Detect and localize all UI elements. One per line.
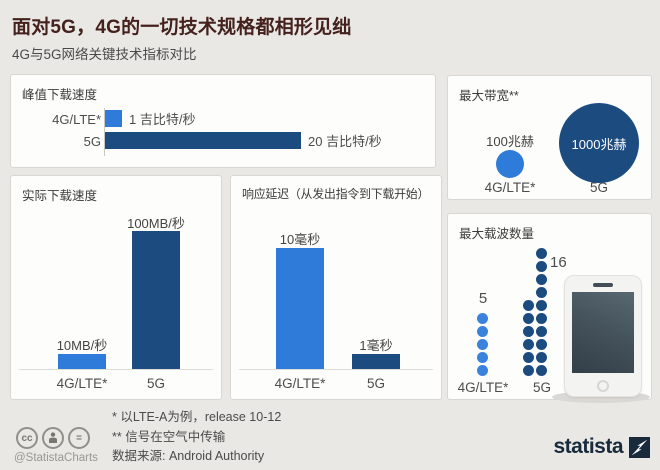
carrier-dot [477, 352, 488, 363]
cc-attribution-person-icon [42, 427, 64, 449]
category-label-4g: 4G/LTE* [274, 376, 326, 391]
carrier-dot [536, 248, 547, 259]
carrier-dot [523, 365, 534, 376]
category-label-5g: 5G [146, 376, 165, 391]
statista-wordmark: statista [553, 435, 623, 458]
carrier-dot [536, 352, 547, 363]
panel-peak-download-speed: 峰值下载速度 4G/LTE* 1 吉比特/秒 5G 20 吉比特/秒 [10, 74, 436, 168]
carrier-dot [536, 326, 547, 337]
phone-screen [572, 292, 634, 373]
bubble-4g [496, 150, 524, 178]
panel-response-latency: 响应延迟（从发出指令到下载开始） 10毫秒 1毫秒 4G/LTE* 5G [230, 175, 442, 400]
category-label-4g: 4G/LTE* [457, 380, 509, 395]
carrier-dot [477, 339, 488, 350]
panel-actual-download-speed: 实际下载速度 10MB/秒 100MB/秒 4G/LTE* 5G [10, 175, 222, 400]
cc-icon: cc [16, 427, 38, 449]
dot-count-5g: 16 [550, 254, 567, 271]
category-label-5g: 5G [532, 380, 551, 395]
panel-max-carriers: 最大载波数量 5 16 4G/LTE* 5G [447, 213, 652, 403]
carrier-dot [536, 339, 547, 350]
statista-logo-mark [629, 436, 650, 458]
bubble-5g: 1000兆赫 [559, 103, 639, 183]
smartphone-illustration [564, 275, 642, 397]
carrier-dot [523, 300, 534, 311]
carrier-dot [536, 261, 547, 272]
carrier-dot [536, 365, 547, 376]
baseline [19, 369, 213, 370]
statista-logo[interactable]: statista [553, 436, 650, 458]
panel-title: 实际下载速度 [22, 189, 98, 203]
cc-equal-icon: = [68, 427, 90, 449]
bar-value-5g: 100MB/秒 [127, 216, 185, 231]
dot-count-4g: 5 [478, 290, 488, 307]
carrier-dot [523, 313, 534, 324]
baseline [239, 369, 433, 370]
dot-matrix-4g [477, 313, 488, 376]
carrier-dot [523, 352, 534, 363]
carrier-dot [523, 339, 534, 350]
carrier-dot [536, 274, 547, 285]
carrier-dot [536, 300, 547, 311]
panel-title: 最大载波数量 [459, 227, 535, 241]
axis-line [104, 108, 105, 156]
category-label-4g: 4G/LTE* [484, 180, 536, 195]
carrier-dot [536, 287, 547, 298]
category-label-4g: 4G/LTE* [56, 376, 108, 391]
source-note: 数据来源: Android Authority [112, 449, 265, 463]
dot-matrix-5g [523, 248, 547, 376]
bar-5g-latency [352, 354, 400, 369]
bar-value-5g: 1毫秒 [359, 338, 393, 353]
bar-label-4g: 4G/LTE* [52, 112, 101, 127]
carrier-dot [477, 365, 488, 376]
statista-charts-handle[interactable]: @StatistaCharts [14, 452, 98, 464]
footnote-2: ** 信号在空气中传输 [112, 430, 226, 444]
footnote-1: * 以LTE-A为例，release 10-12 [112, 410, 282, 424]
panel-title: 最大带宽** [459, 89, 519, 103]
bubble-value-5g: 1000兆赫 [571, 136, 627, 152]
bar-value-4g: 10MB/秒 [56, 338, 108, 353]
category-label-5g: 5G [589, 180, 608, 195]
bar-value-4g: 10毫秒 [279, 232, 321, 247]
category-label-5g: 5G [366, 376, 385, 391]
bar-value-4g: 1 吉比特/秒 [129, 112, 196, 127]
cc-license-badges: cc = [16, 427, 90, 449]
bar-4g-latency [276, 248, 324, 369]
bar-4g-peak [105, 110, 122, 127]
panel-title: 响应延迟（从发出指令到下载开始） [242, 187, 430, 201]
carrier-dot [477, 313, 488, 324]
bar-value-5g: 20 吉比特/秒 [308, 134, 382, 149]
bubble-value-4g: 100兆赫 [486, 134, 534, 149]
panel-max-bandwidth: 最大带宽** 100兆赫 1000兆赫 4G/LTE* 5G [447, 75, 652, 200]
phone-speaker [593, 283, 613, 287]
person-icon [49, 432, 57, 443]
bar-label-5g: 5G [83, 134, 101, 149]
carrier-dot [523, 326, 534, 337]
page-title: 面对5G，4G的一切技术规格都相形见绌 [12, 17, 352, 38]
page-subtitle: 4G与5G网络关键技术指标对比 [12, 47, 197, 62]
panel-title: 峰值下载速度 [22, 88, 98, 102]
bar-4g-actual [58, 354, 106, 369]
bar-5g-actual [132, 231, 180, 369]
bar-5g-peak [105, 132, 301, 149]
carrier-dot [536, 313, 547, 324]
phone-home-button [597, 380, 609, 392]
carrier-dot [477, 326, 488, 337]
